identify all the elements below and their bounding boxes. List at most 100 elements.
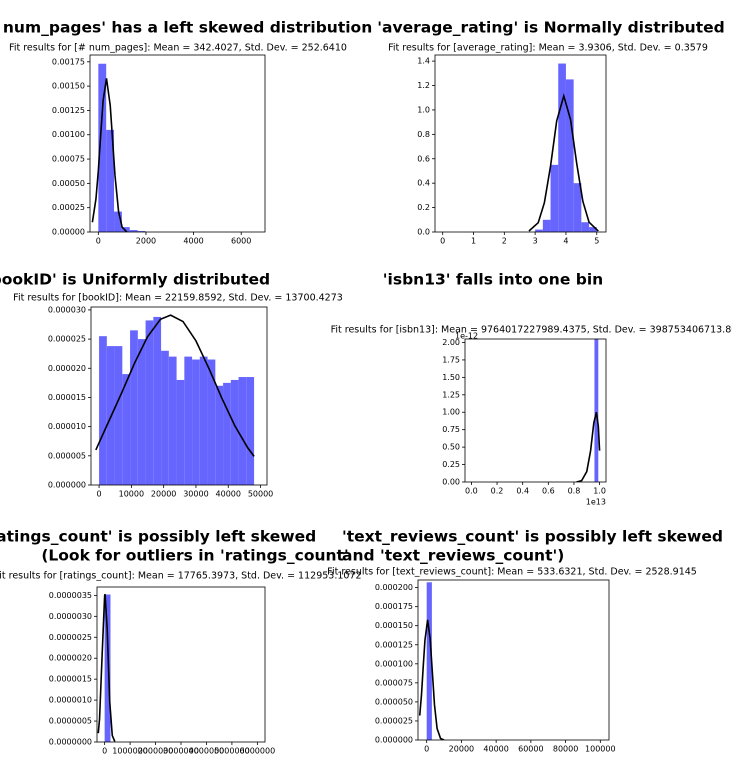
chart-title: (Look for outliers in 'ratings_count' <box>41 547 348 565</box>
x-tick-label: 20000 <box>449 745 474 754</box>
y-tick-label: 0.2 <box>417 203 430 212</box>
y-tick-label: 0.00125 <box>52 106 85 115</box>
chart: '# num_pages' has a left skewed distribu… <box>0 19 372 246</box>
chart-title: '# num_pages' has a left skewed distribu… <box>0 19 372 37</box>
x-tick-label: 2 <box>502 237 507 246</box>
bar <box>129 230 138 232</box>
x-tick-label: 10000 <box>119 490 144 499</box>
x-tick-label: 0.4 <box>516 487 529 496</box>
x-tick-label: 1 <box>471 237 476 246</box>
x-tick-label: 0.2 <box>491 487 504 496</box>
plot-frame <box>96 586 266 743</box>
plot-area <box>97 593 116 742</box>
bar <box>122 374 131 485</box>
y-tick-label: 0.0000035 <box>49 591 92 600</box>
x-tick-label: 0 <box>96 237 101 246</box>
chart-title: and 'text_reviews_count') <box>342 547 564 565</box>
bar <box>114 211 122 232</box>
x-tick-label: 4 <box>563 237 568 246</box>
y-tick-label: 1.4 <box>417 57 430 66</box>
plot-area <box>418 582 445 740</box>
y-tick-label: 0.000015 <box>48 393 86 402</box>
y-tick-label: 0.00100 <box>52 130 85 139</box>
x-tick-label: 0 <box>97 490 102 499</box>
bar <box>137 339 146 485</box>
y-tick-label: 0.00050 <box>52 179 85 188</box>
y-tick-label: 0.000200 <box>375 583 413 592</box>
bar <box>581 222 590 232</box>
bar <box>589 227 597 232</box>
y-tick-label: 0.000075 <box>375 678 413 687</box>
x-tick-label: 3 <box>533 237 538 246</box>
x-offset-label: 1e13 <box>586 498 606 507</box>
y-tick-label: 1.50 <box>442 373 460 382</box>
plot-area <box>95 314 255 485</box>
y-tick-label: 0.000050 <box>375 697 413 706</box>
bar <box>230 379 239 485</box>
chart-subtitle: Fit results for [average_rating]: Mean =… <box>388 43 708 54</box>
plot-frame <box>90 306 268 486</box>
y-tick-label: 0.50 <box>442 443 460 452</box>
y-tick-label: 0.000005 <box>48 451 86 460</box>
bar <box>558 63 566 232</box>
x-tick-label: 0 <box>424 745 429 754</box>
chart-subtitle: Fit results for [bookID]: Mean = 22159.8… <box>13 293 343 304</box>
x-tick-label: 2000 <box>136 237 156 246</box>
y-tick-label: 1.0 <box>417 105 430 114</box>
fit-curve <box>576 412 601 482</box>
plot-frame <box>434 54 607 233</box>
chart-subtitle: Fit results for [ratings_count]: Mean = … <box>0 571 362 582</box>
x-tick-label: 1.0 <box>593 487 606 496</box>
x-tick-label: 100000 <box>585 745 616 754</box>
fit-curve <box>418 619 445 740</box>
bar <box>145 320 154 485</box>
y-tick-label: 0.00175 <box>52 57 85 66</box>
bar <box>594 339 599 482</box>
y-tick-label: 0.6 <box>417 154 430 163</box>
chart-title: 'ratings_count' is possibly left skewed <box>0 528 316 546</box>
y-tick-label: 0.000175 <box>375 602 413 611</box>
bar <box>223 382 231 485</box>
y-tick-label: 0.00 <box>442 478 460 487</box>
chart: 'ratings_count' is possibly left skewed(… <box>0 528 362 756</box>
y-tick-label: 0.0000020 <box>49 654 92 663</box>
x-tick-label: 6000 <box>231 237 251 246</box>
bar <box>168 356 177 485</box>
fit-curve <box>528 92 599 232</box>
y-tick-label: 0.4 <box>417 179 430 188</box>
y-tick-label: 0.8 <box>417 130 430 139</box>
y-offset-label: 1e-12 <box>455 332 478 341</box>
x-tick-label: 60000 <box>518 745 543 754</box>
bar <box>106 129 115 232</box>
x-tick-label: 0.8 <box>568 487 581 496</box>
plot-frame <box>417 579 610 741</box>
y-tick-label: 0.000000 <box>48 481 86 490</box>
x-tick-label: 3000000 <box>163 747 199 756</box>
x-tick-label: 50000 <box>248 490 273 499</box>
y-tick-label: 0.000025 <box>375 716 413 725</box>
chart-title: 'isbn13' falls into one bin <box>383 271 603 289</box>
x-tick-label: 2000000 <box>138 747 174 756</box>
fit-curve <box>97 593 116 742</box>
y-tick-label: 0.0000015 <box>49 675 92 684</box>
y-tick-label: 0.25 <box>442 460 460 469</box>
y-tick-label: 0.000010 <box>48 422 86 431</box>
plot-area <box>528 63 599 232</box>
chart: 'isbn13' falls into one bin Fit results f… <box>331 271 732 507</box>
x-tick-label: 1000000 <box>112 747 148 756</box>
y-tick-label: 0.75 <box>442 425 460 434</box>
y-tick-label: 0.000100 <box>375 659 413 668</box>
bar <box>207 359 216 485</box>
x-tick-label: 30000 <box>183 490 208 499</box>
bar <box>104 594 111 742</box>
plot-area <box>91 63 146 232</box>
y-tick-label: 1.25 <box>442 390 460 399</box>
chart-title: 'bookID' is Uniformly distributed <box>0 271 270 289</box>
bar <box>153 316 162 485</box>
bar <box>246 377 255 485</box>
chart: 'bookID' is Uniformly distributed Fit res… <box>0 271 343 499</box>
x-tick-label: 6000000 <box>240 747 276 756</box>
y-tick-label: 0.000020 <box>48 364 86 373</box>
x-tick-label: 0 <box>102 747 107 756</box>
